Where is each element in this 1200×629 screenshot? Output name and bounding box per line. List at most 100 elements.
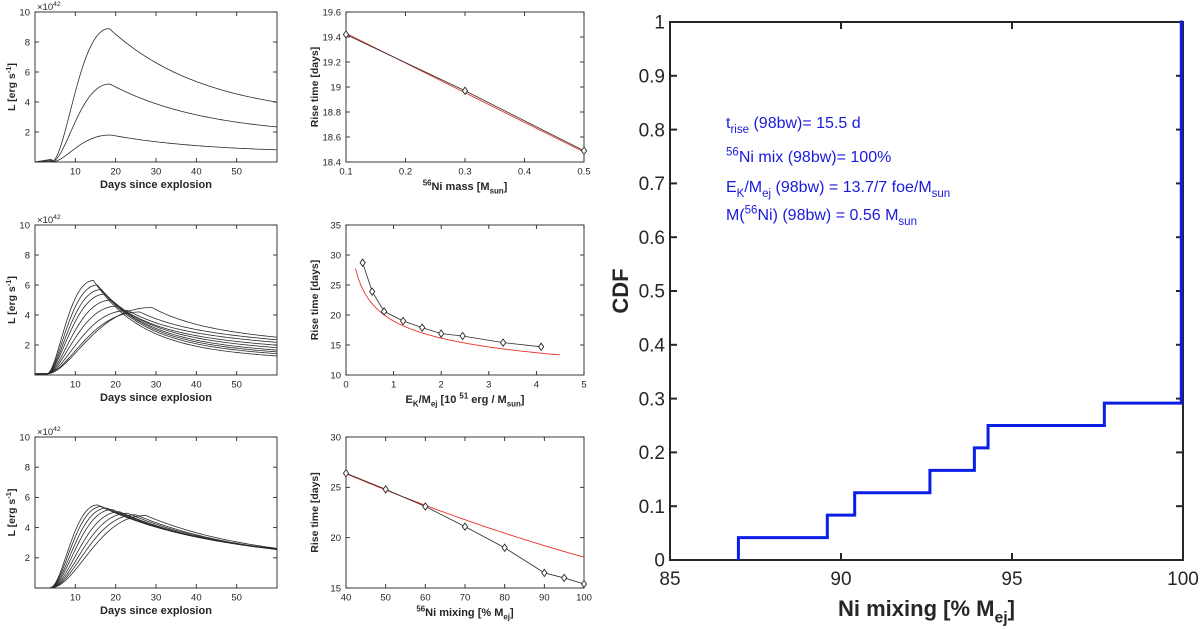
lc2-xlabel: Days since explosion xyxy=(100,392,212,404)
rt2-xtick-label: 0 xyxy=(343,380,348,391)
rt3-data-point xyxy=(541,568,548,578)
chart-risetime-vs-ni-mixing: 40 50 60 70 80 90 100 15 20 25 30 Rise time [days] 5… xyxy=(309,432,592,621)
lc3-series-line xyxy=(35,515,278,589)
lc2-series-line xyxy=(35,289,278,375)
rt3-data-point xyxy=(342,468,350,478)
rt2-data-point xyxy=(369,287,376,296)
rt1-ytick-label: 19.2 xyxy=(323,57,342,68)
rt1-data-point xyxy=(580,146,588,156)
chart-risetime-vs-ni-mass: 0.1 0.2 0.3 0.4 0.5 18.4 18.6 18.8 19 19.2 19.4 19.… xyxy=(309,7,591,195)
lc1-ytick-label: 10 xyxy=(19,7,30,18)
cdf-annotation: trise (98bw)= 15.5 d xyxy=(726,115,861,136)
lc2-ytick-label: 10 xyxy=(19,220,30,231)
rt2-data-line xyxy=(362,262,542,348)
lc2-ytick-label: 8 xyxy=(25,250,30,261)
rt2-xtick-label: 4 xyxy=(534,380,539,391)
rt1-data-point xyxy=(342,30,350,39)
rt2-data-point xyxy=(459,331,466,341)
lc1-exponent-label: ×1042 xyxy=(37,1,61,13)
lc2-ylabel: L [erg s-1] xyxy=(4,276,18,324)
rt1-ytick-label: 19.4 xyxy=(323,32,342,43)
cdf-annotation-part: 56 xyxy=(726,147,739,159)
lc3-series-line xyxy=(35,509,278,589)
cdf-ytick-label: 1 xyxy=(654,13,665,34)
lc1-series-line xyxy=(34,134,278,163)
lc3-exponent-label-part: ×10 xyxy=(37,427,53,438)
cdf-annotation-part: /M xyxy=(744,179,762,196)
lc2-ylabel-part: ] xyxy=(6,276,18,280)
cdf-annotation-part: (98bw) = 13.7/7 foe/M xyxy=(771,179,932,196)
cdf-xlabel: Ni mixing [% Mej] xyxy=(838,596,1015,627)
rt1-ylabel: Rise time [days] xyxy=(309,47,321,128)
lc3-axes-box xyxy=(34,436,278,589)
chart-lightcurve-ni-mixing: 10 20 30 40 50 2 4 6 8 10 ×1042 L [erg s-1] Days sin… xyxy=(4,426,278,617)
cdf-annotation-part: ej xyxy=(762,188,771,200)
cdf-step-line xyxy=(736,20,1183,560)
rt2-data-point xyxy=(380,307,388,316)
lc3-exponent-label-part: 42 xyxy=(53,426,61,433)
cdf-annotation-part: (98bw)= 15.5 d xyxy=(749,115,861,132)
lc2-series-line xyxy=(35,280,278,375)
rt3-data-point xyxy=(461,522,469,531)
cdf-annotation-part: rise xyxy=(730,124,749,136)
rt3-data-point xyxy=(422,502,429,511)
chart-lightcurve-ni-mass: 10 20 30 40 50 2 4 6 8 10 ×1042 L [erg s-1] Days sin… xyxy=(4,1,278,191)
rt3-data-point xyxy=(501,543,508,553)
lc2-xtick-label: 20 xyxy=(110,380,121,391)
rt3-xtick-label: 50 xyxy=(380,593,391,604)
lc2-series-line xyxy=(35,284,278,375)
lc2-xtick-label: 50 xyxy=(231,380,242,391)
lc1-xtick-label: 20 xyxy=(110,167,121,178)
lc1-exponent-label-part: 42 xyxy=(53,1,61,8)
rt2-ytick-label: 25 xyxy=(330,280,341,291)
lc3-series-line xyxy=(35,506,278,589)
rt2-data-point xyxy=(419,323,426,332)
rt2-xlabel-part: K xyxy=(413,399,419,408)
lc1-ytick-label: 2 xyxy=(25,127,30,138)
rt2-data-point xyxy=(399,316,407,326)
rt2-xlabel-part: sun xyxy=(507,399,521,408)
cdf-xlabel-part: Ni mixing [% M xyxy=(838,596,994,621)
rt1-ytick-label: 19 xyxy=(330,82,341,93)
lc2-exponent-label-part: ×10 xyxy=(37,215,53,226)
rt1-xlabel-part: Ni mass [M xyxy=(431,181,489,193)
rt2-xtick-label: 5 xyxy=(581,380,586,391)
rt1-xtick-label: 0.2 xyxy=(399,167,412,178)
cdf-xtick-label: 85 xyxy=(659,569,680,590)
rt1-data-point xyxy=(461,86,469,96)
rt2-xlabel-part: erg / M xyxy=(468,394,507,406)
lc1-ytick-label: 4 xyxy=(25,97,30,108)
rt2-xtick-label: 3 xyxy=(486,380,491,391)
cdf-ytick-label: 0.8 xyxy=(639,120,665,141)
lc1-xtick-label: 10 xyxy=(70,167,81,178)
rt3-xlabel-part: Ni mixing [% M xyxy=(425,607,503,619)
rt1-xtick-label: 0.5 xyxy=(577,167,590,178)
lc1-xtick-label: 30 xyxy=(151,167,162,178)
cdf-annotation-part: E xyxy=(726,179,737,196)
rt2-ylabel: Rise time [days] xyxy=(309,260,321,341)
lc1-ylabel-part: -1 xyxy=(4,67,13,74)
cdf-ytick-label: 0 xyxy=(654,551,665,572)
cdf-annotation-part: K xyxy=(737,188,745,200)
rt3-xtick-label: 100 xyxy=(576,593,592,604)
rt3-xtick-label: 70 xyxy=(460,593,471,604)
rt1-ytick-label: 18.6 xyxy=(323,132,342,143)
lc1-series-line xyxy=(34,28,278,163)
lc3-ytick-label: 4 xyxy=(25,523,30,534)
lc3-exponent-label: ×1042 xyxy=(37,426,61,438)
lc3-xtick-label: 20 xyxy=(110,593,121,604)
lc3-ylabel-part: L [erg s xyxy=(6,499,18,537)
cdf-ytick-label: 0.5 xyxy=(639,282,665,303)
rt3-data-point xyxy=(382,484,389,494)
cdf-xlabel-part: ] xyxy=(1008,596,1015,621)
rt3-xlabel-part: ] xyxy=(510,607,514,619)
rt2-data-point xyxy=(499,338,507,347)
rt1-xtick-label: 0.4 xyxy=(518,167,531,178)
rt2-ytick-label: 10 xyxy=(330,370,341,381)
cdf-ytick-label: 0.4 xyxy=(639,335,666,356)
rt2-data-point xyxy=(538,342,545,352)
rt3-xtick-label: 40 xyxy=(341,593,352,604)
cdf-annotation-part: M( xyxy=(726,207,745,224)
rt2-xtick-label: 2 xyxy=(439,380,444,391)
rt3-xtick-label: 80 xyxy=(499,593,510,604)
